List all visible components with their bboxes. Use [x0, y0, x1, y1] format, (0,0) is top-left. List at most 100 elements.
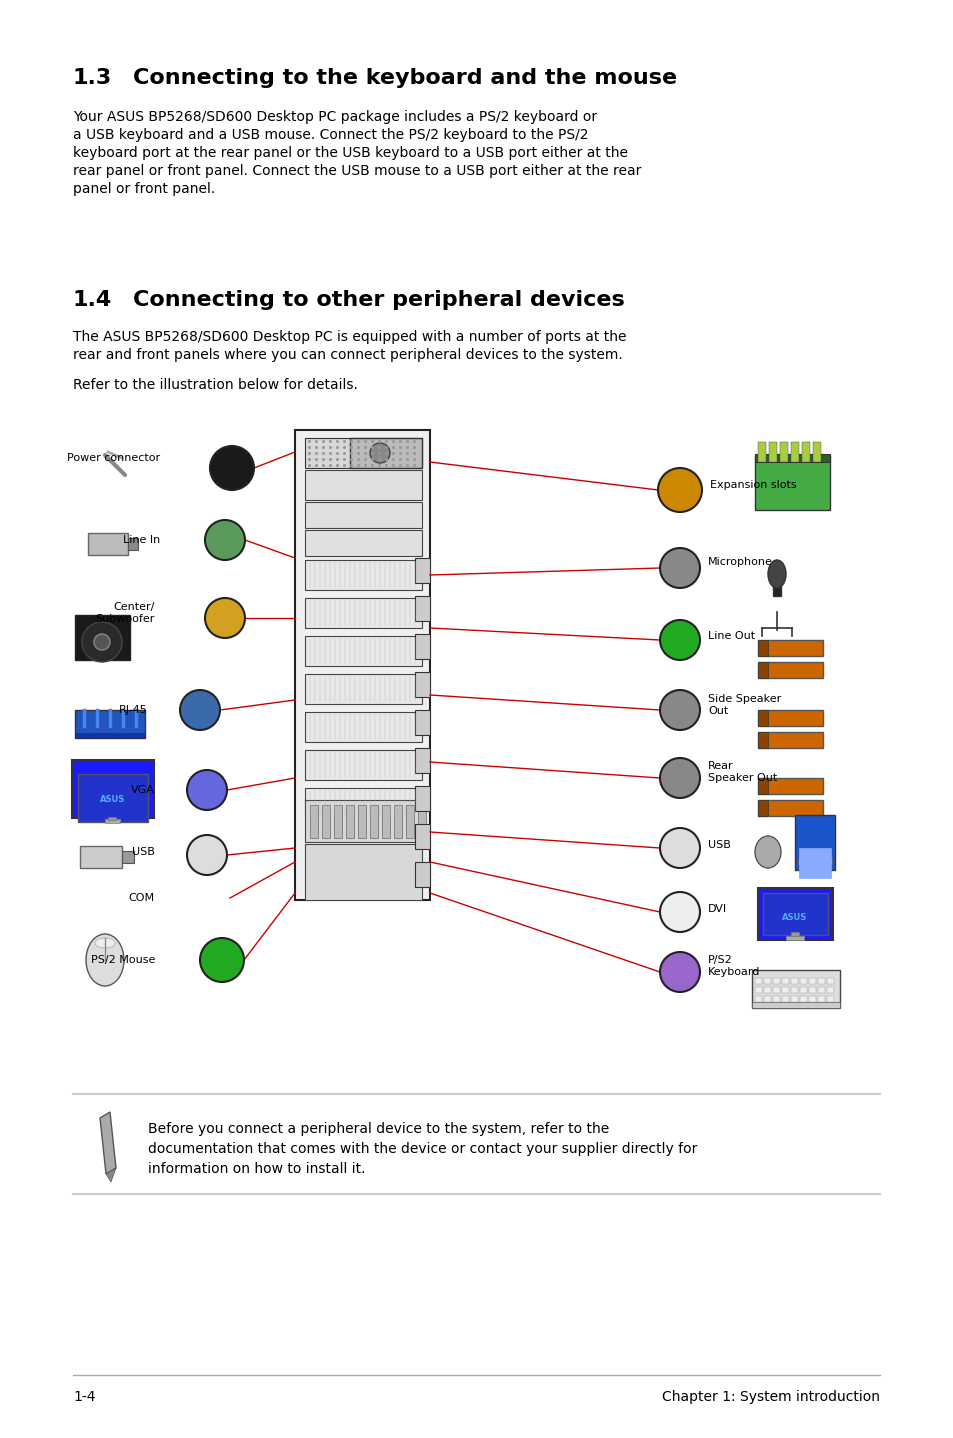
Circle shape — [370, 443, 390, 463]
Ellipse shape — [767, 559, 785, 588]
Bar — [75, 615, 130, 660]
Bar — [758, 661, 822, 677]
Circle shape — [659, 952, 700, 992]
Bar — [305, 559, 421, 590]
Bar — [754, 986, 761, 994]
Bar — [762, 893, 827, 935]
Bar — [800, 978, 806, 984]
Circle shape — [659, 548, 700, 588]
Bar — [415, 748, 430, 774]
Bar — [415, 558, 430, 582]
Circle shape — [205, 521, 245, 559]
Bar — [305, 636, 421, 666]
Bar — [808, 997, 815, 1002]
Bar — [80, 846, 122, 869]
Bar — [758, 661, 767, 677]
Bar — [305, 598, 421, 628]
Circle shape — [94, 634, 110, 650]
Bar — [75, 733, 145, 738]
Text: COM: COM — [129, 893, 154, 903]
Bar — [772, 997, 780, 1002]
Bar — [812, 441, 821, 462]
Text: Power connector: Power connector — [67, 453, 160, 463]
Bar — [758, 640, 822, 656]
Circle shape — [187, 835, 227, 874]
Text: documentation that comes with the device or contact your supplier directly for: documentation that comes with the device… — [148, 1142, 697, 1156]
Text: Before you connect a peripheral device to the system, refer to the: Before you connect a peripheral device t… — [148, 1122, 609, 1136]
Text: ASUS: ASUS — [781, 913, 807, 922]
Bar — [334, 805, 341, 838]
Bar — [415, 710, 430, 735]
Polygon shape — [100, 1112, 116, 1173]
Text: VGA: VGA — [131, 785, 154, 795]
Bar — [800, 997, 806, 1002]
Bar — [305, 470, 421, 500]
Ellipse shape — [754, 835, 781, 869]
Bar — [394, 805, 401, 838]
Bar — [797, 858, 831, 864]
Bar — [808, 986, 815, 994]
Text: DVI: DVI — [707, 905, 726, 915]
Bar — [122, 851, 133, 863]
Bar — [768, 441, 776, 462]
Text: Rear
Speaker Out: Rear Speaker Out — [707, 761, 777, 782]
Bar — [790, 932, 799, 936]
Bar — [71, 761, 153, 818]
Bar — [310, 805, 317, 838]
Bar — [754, 454, 829, 462]
Bar — [357, 805, 366, 838]
Bar — [294, 430, 430, 900]
Bar — [785, 936, 803, 940]
Text: Refer to the illustration below for details.: Refer to the illustration below for deta… — [73, 378, 357, 393]
Text: ASUS: ASUS — [100, 795, 126, 804]
Bar — [772, 986, 780, 994]
Bar — [754, 997, 761, 1002]
Bar — [780, 441, 787, 462]
Circle shape — [659, 758, 700, 798]
Text: USB: USB — [132, 847, 154, 857]
Bar — [754, 454, 829, 510]
Bar — [781, 986, 788, 994]
Bar — [415, 672, 430, 697]
Text: The ASUS BP5268/SD600 Desktop PC is equipped with a number of ports at the: The ASUS BP5268/SD600 Desktop PC is equi… — [73, 329, 626, 344]
Bar — [305, 674, 421, 705]
Circle shape — [658, 467, 701, 512]
Text: Expansion slots: Expansion slots — [709, 480, 796, 490]
Bar — [758, 778, 767, 794]
Circle shape — [659, 690, 700, 731]
Bar — [758, 732, 822, 748]
Bar — [763, 997, 770, 1002]
Bar — [808, 978, 815, 984]
Text: Chapter 1: System introduction: Chapter 1: System introduction — [661, 1391, 879, 1403]
Circle shape — [210, 446, 253, 490]
Bar — [763, 986, 770, 994]
Text: Your ASUS BP5268/SD600 Desktop PC package includes a PS/2 keyboard or: Your ASUS BP5268/SD600 Desktop PC packag… — [73, 109, 597, 124]
Text: information on how to install it.: information on how to install it. — [148, 1162, 365, 1176]
Bar — [758, 640, 767, 656]
Bar — [305, 800, 421, 843]
Text: Microphone: Microphone — [707, 557, 772, 567]
Bar — [758, 710, 822, 726]
Bar — [751, 1002, 840, 1008]
Text: Connecting to the keyboard and the mouse: Connecting to the keyboard and the mouse — [132, 68, 677, 88]
Bar — [305, 788, 421, 818]
Bar — [799, 848, 830, 879]
Bar — [772, 978, 780, 984]
Bar — [794, 815, 834, 870]
Bar — [790, 441, 799, 462]
Bar — [758, 732, 767, 748]
Circle shape — [200, 938, 244, 982]
Circle shape — [187, 769, 227, 810]
Bar — [826, 986, 833, 994]
Bar — [406, 805, 414, 838]
Bar — [415, 861, 430, 887]
Polygon shape — [106, 1168, 116, 1182]
Text: Line In: Line In — [123, 535, 160, 545]
Text: PS/2 Mouse: PS/2 Mouse — [91, 955, 154, 965]
Bar — [75, 710, 145, 738]
Bar — [305, 751, 421, 779]
Text: Connecting to other peripheral devices: Connecting to other peripheral devices — [132, 290, 624, 311]
Text: RJ-45: RJ-45 — [119, 705, 148, 715]
Bar — [817, 978, 824, 984]
Bar — [790, 997, 797, 1002]
